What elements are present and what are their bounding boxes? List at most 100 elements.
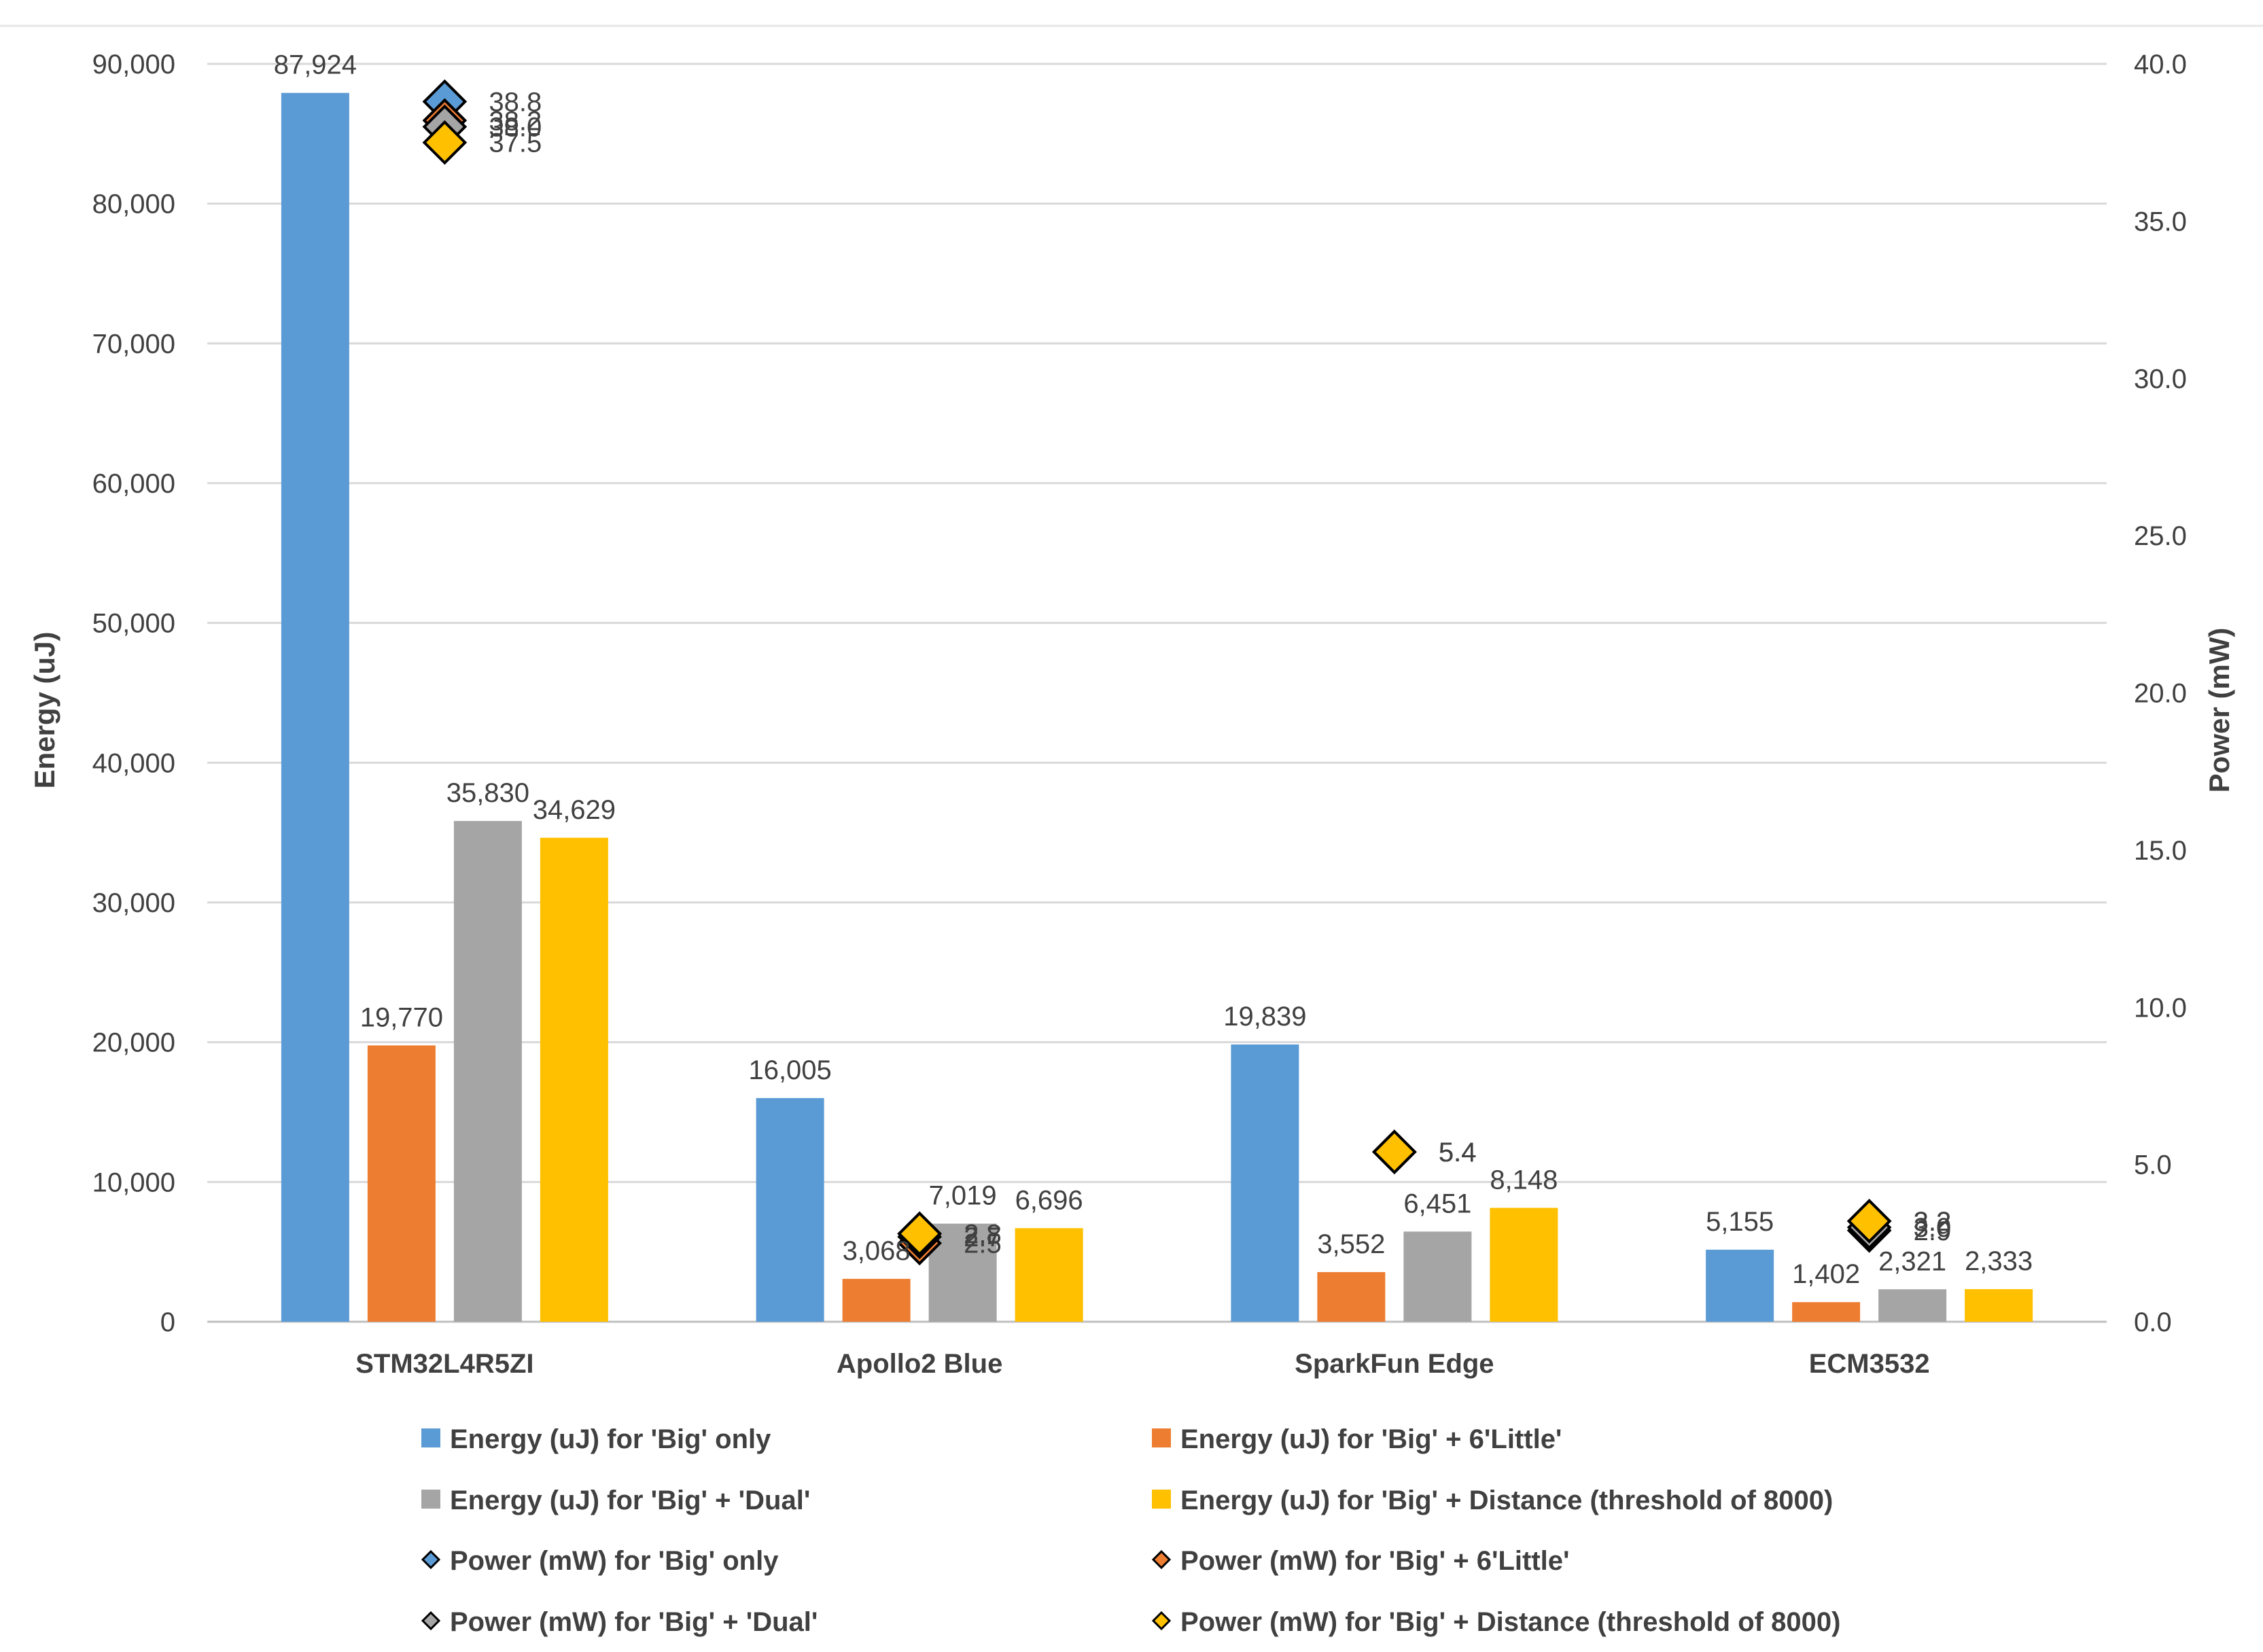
power-value-label: 38.0 [489,113,542,143]
legend-swatch [1152,1490,1171,1509]
power-value-label: 3.2 [1914,1207,1952,1237]
y-tick-label: 60,000 [92,469,175,499]
legend-entry-label: Power (mW) for 'Big' + Distance (thresho… [1180,1607,1840,1637]
bar-value-label: 3,552 [1317,1229,1385,1259]
y-tick-label: 50,000 [92,609,175,639]
bar [453,821,522,1322]
bar [1965,1289,2033,1322]
bar [1490,1208,1558,1322]
bar [367,1045,436,1322]
x-category-label: ECM3532 [1809,1349,1930,1379]
bar-value-label: 7,019 [929,1181,997,1211]
power-value-label: 38.8 [489,88,542,118]
y2-tick-label: 0.0 [2134,1307,2172,1337]
legend-marker [421,1611,441,1631]
bar [1317,1271,1386,1322]
bar [756,1097,824,1322]
x-category-label: SparkFun Edge [1295,1349,1494,1379]
y-tick-label: 0 [160,1307,175,1337]
y2-tick-label: 15.0 [2134,836,2187,866]
axes: Energy (uJ) Power (mW) 0 10,000 20,000 30,0… [29,50,2235,1379]
power-value-label: 5.4 [1439,1138,1477,1167]
bar-value-label: 2,321 [1878,1246,1946,1276]
y-tick-label: 10,000 [92,1167,175,1197]
bar [1792,1302,1861,1322]
power-value-label: 38.2 [489,106,542,136]
power-marker [1372,1129,1417,1174]
y-axis-title: Energy (uJ) [29,631,60,788]
legend-entry-label: Energy (uJ) for 'Big' + 'Dual' [450,1486,810,1515]
legend-marker [1151,1549,1172,1570]
legend-entry-label: Energy (uJ) for 'Big' + 6'Little' [1180,1424,1562,1454]
power-value-label: 5.4 [1439,1138,1477,1167]
bar-value-label: 16,005 [748,1055,831,1085]
power-value-label: 37.5 [489,128,542,158]
y-tick-label: 20,000 [92,1028,175,1058]
bar [842,1278,911,1322]
bar [281,92,349,1322]
bar-value-label: 19,770 [360,1002,443,1032]
y2-tick-label: 40.0 [2134,50,2187,80]
bar [1878,1289,1947,1322]
power-value-label: 2.8 [964,1219,1002,1249]
legend-entry-label: Energy (uJ) for 'Big' + Distance (thresh… [1180,1486,1833,1515]
y2-tick-label: 20.0 [2134,679,2187,709]
y-tick-label: 70,000 [92,329,175,359]
power-value-label: 5.4 [1439,1138,1477,1167]
legend-entry-label: Power (mW) for 'Big' only [450,1546,779,1576]
data-labels: 87,924 16,005 19,839 5,155 19,770 3,068 3,552 1… [274,50,2033,1289]
power-value-label: 2.7 [964,1223,1002,1252]
power-value-label: 5.4 [1439,1138,1477,1167]
bar-value-label: 1,402 [1792,1259,1860,1289]
legend-entry-label: Power (mW) for 'Big' + 'Dual' [450,1607,818,1637]
power-value-label: 2.9 [1914,1216,1952,1246]
y2-tick-label: 35.0 [2134,207,2187,236]
bar [1706,1249,1774,1322]
legend-marker [1151,1611,1172,1631]
power-value-label: 2.5 [964,1229,1002,1259]
power-marker [422,120,468,165]
bar [928,1223,997,1322]
legend-swatch [1152,1428,1171,1447]
bar-value-label: 6,451 [1403,1189,1471,1218]
legend-swatch [421,1490,440,1509]
power-markers [422,79,1892,1266]
bar-value-label: 8,148 [1490,1165,1558,1195]
y2-tick-label: 10.0 [2134,993,2187,1023]
bar-value-label: 19,839 [1223,1002,1306,1032]
power-marker [1846,1199,1892,1244]
legend: Energy (uJ) for 'Big' only Energy (uJ) fo… [421,1424,1840,1637]
bar [1231,1044,1299,1322]
y2-tick-label: 5.0 [2134,1150,2172,1180]
y-tick-label: 30,000 [92,888,175,918]
y2-axis-title: Power (mW) [2203,628,2235,793]
bar-value-label: 5,155 [1706,1207,1774,1237]
legend-entry-label: Energy (uJ) for 'Big' only [450,1424,771,1454]
power-value-label: 3.2 [1914,1207,1952,1237]
x-category-label: Apollo2 Blue [837,1349,1002,1379]
power-value-label: 3.0 [1914,1213,1952,1243]
y2-tick-label: 25.0 [2134,521,2187,551]
bars [281,92,2033,1322]
bar-value-label: 3,068 [843,1236,911,1266]
gridlines [0,24,2263,1323]
legend-entry-label: Power (mW) for 'Big' + 6'Little' [1180,1546,1570,1576]
y-tick-label: 80,000 [92,190,175,219]
legend-swatch [421,1428,440,1447]
bar-value-label: 87,924 [274,50,357,80]
bar-value-label: 6,696 [1015,1185,1083,1215]
bar [1015,1228,1083,1322]
bar-value-label: 35,830 [446,778,529,808]
x-category-label: STM32L4R5ZI [355,1349,533,1379]
y-tick-label: 40,000 [92,748,175,778]
y-tick-label: 90,000 [92,50,175,80]
bar-value-label: 2,333 [1965,1246,2033,1276]
bar-value-label: 34,629 [533,795,616,825]
bar [1403,1231,1472,1322]
bar [540,837,608,1322]
power-value-label: 2.8 [964,1219,1002,1249]
y2-tick-label: 30.0 [2134,364,2187,394]
power-marker [897,1211,942,1256]
